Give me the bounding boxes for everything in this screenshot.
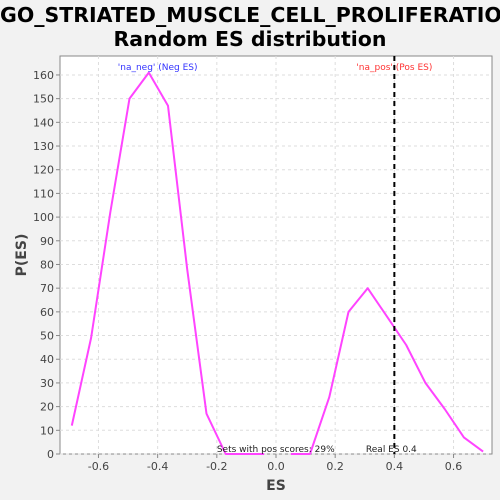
y-tick-label: 100 (33, 211, 54, 224)
neg-es-series-line (70, 71, 265, 455)
chart-title-line1: GO_STRIATED_MUSCLE_CELL_PROLIFERATION: (0, 3, 500, 27)
y-tick-label: 160 (33, 69, 54, 82)
y-axis-label: P(ES) (14, 234, 30, 277)
y-tick-label: 130 (33, 140, 54, 153)
x-tick-label: 0.0 (267, 460, 285, 473)
x-tick-label: 0.4 (386, 460, 404, 473)
neg-es-series-label: 'na_neg' (Neg ES) (118, 63, 198, 73)
y-tick-label: 110 (33, 187, 54, 200)
chart-title-line2: Random ES distribution (113, 27, 387, 51)
y-tick-label: 90 (40, 235, 54, 248)
y-tick-label: 70 (40, 282, 54, 295)
x-tick-label: -0.6 (88, 460, 109, 473)
y-tick-label: 140 (33, 116, 54, 129)
y-tick-label: 0 (47, 448, 54, 461)
x-tick-label: 0.2 (326, 460, 344, 473)
real-es-label: Real ES 0.4 (366, 445, 417, 455)
x-tick-label: -0.4 (147, 460, 168, 473)
y-tick-label: 30 (40, 377, 54, 390)
y-tick-label: 40 (40, 353, 54, 366)
y-tick-label: 60 (40, 306, 54, 319)
x-axis-label: ES (266, 478, 286, 494)
pos-scores-annotation: Sets with pos scores: 29% (217, 445, 335, 455)
x-tick-label: -0.2 (206, 460, 227, 473)
y-tick-label: 10 (40, 424, 54, 437)
y-tick-label: 150 (33, 93, 54, 106)
pos-es-series-line (290, 287, 484, 455)
y-tick-label: 20 (40, 401, 54, 414)
y-tick-label: 50 (40, 330, 54, 343)
y-tick-label: 80 (40, 258, 54, 271)
x-tick-label: 0.6 (445, 460, 463, 473)
y-tick-label: 120 (33, 164, 54, 177)
